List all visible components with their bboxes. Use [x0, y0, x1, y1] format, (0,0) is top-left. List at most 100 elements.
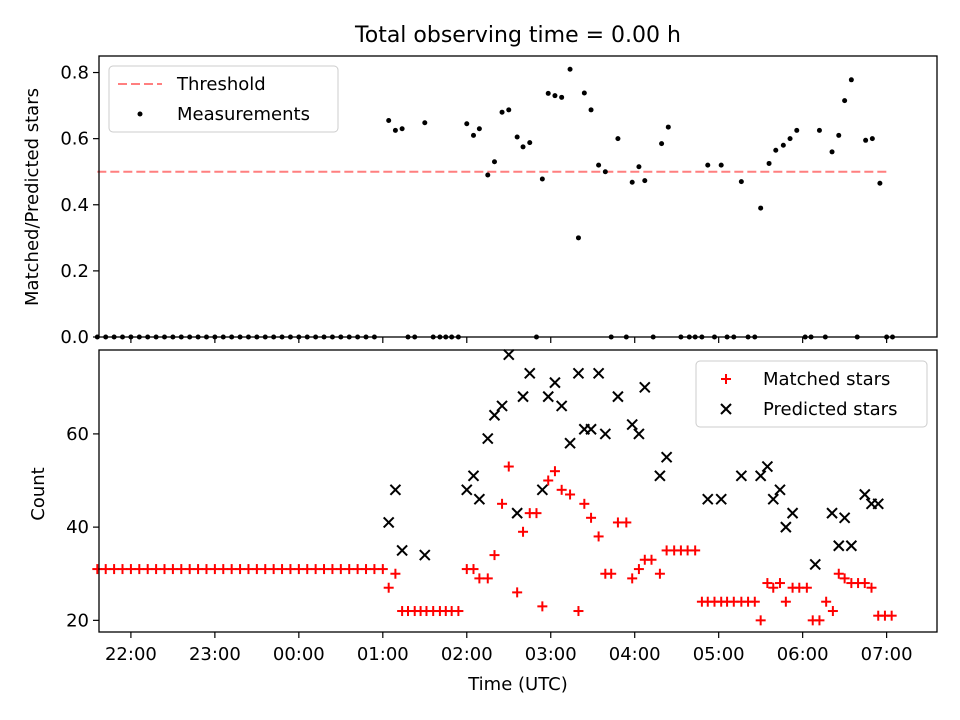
predicted-stars-point	[639, 381, 651, 393]
x-tick-label: 03:00	[525, 644, 577, 665]
measurement-point	[527, 140, 533, 146]
predicted-stars-point	[564, 437, 576, 449]
measurement-point	[596, 162, 602, 168]
matched-stars-point	[482, 573, 493, 584]
matched-stars-point	[344, 564, 355, 575]
x-tick-label: 23:00	[189, 644, 241, 665]
matched-stars-point	[780, 596, 791, 607]
measurement-point	[422, 120, 428, 126]
x-tick-label: 07:00	[861, 644, 913, 665]
threshold-legend-label: Threshold	[176, 74, 266, 95]
count-panel-y-ticks: 20 40 60	[66, 424, 99, 631]
predicted-stars-point	[503, 348, 515, 361]
predicted-stars-point	[826, 507, 838, 519]
predicted-stars-point	[536, 484, 549, 496]
matched-stars-point	[319, 564, 330, 575]
measurements-legend-label: Measurements	[177, 104, 310, 125]
predicted-stars-point	[396, 544, 408, 557]
measurements-legend-swatch	[137, 111, 143, 117]
matched-stars-point	[586, 512, 597, 523]
matched-stars-point	[565, 489, 576, 500]
measurement-point	[718, 162, 724, 168]
matched-stars-point	[556, 484, 567, 495]
matched-stars-point	[235, 564, 246, 575]
matched-stars-point	[377, 564, 388, 575]
predicted-stars-point	[549, 376, 561, 389]
predicted-stars-point	[555, 400, 568, 412]
count-panel-marks	[92, 348, 897, 626]
ratio-panel-y-label: Matched/Predicted stars	[22, 88, 43, 306]
measurement-point	[615, 136, 621, 142]
x-tick-label: 06:00	[777, 644, 829, 665]
matched-stars-point	[801, 582, 812, 593]
measurement-point	[659, 141, 665, 147]
x-tick-label: 04:00	[609, 644, 661, 665]
predicted-stars-point	[633, 428, 645, 440]
predicted-stars-point	[461, 484, 473, 496]
predicted-stars-point	[702, 493, 714, 505]
measurement-point	[794, 127, 800, 133]
matched-stars-point	[749, 596, 760, 607]
measurement-point	[836, 132, 842, 138]
ratio-panel: 0.00.20.40.60.8 Matched/Predicted stars …	[22, 55, 938, 348]
matched-stars-point	[633, 564, 644, 575]
matched-stars-point	[167, 564, 178, 575]
measurement-point	[399, 126, 405, 132]
predicted-stars-point	[524, 367, 536, 380]
measurement-point	[869, 136, 875, 142]
predicted-stars-point	[774, 484, 786, 496]
x-axis-label: Time (UTC)	[467, 674, 568, 695]
matched-stars-point	[654, 568, 665, 579]
predicted-stars-point	[389, 484, 402, 496]
predicted-stars-point	[872, 498, 884, 510]
matched-stars-point	[100, 564, 111, 575]
measurement-point	[848, 77, 854, 83]
y-tick-label: 0.8	[60, 63, 89, 84]
matched-stars-point	[251, 564, 262, 575]
matched-stars-point	[218, 564, 229, 575]
matched-stars-point	[821, 596, 832, 607]
count-panel: 20 40 60 22:00 23:00 00:00 01:00 02:00 03:00 04:…	[28, 348, 938, 695]
predicted-stars-point	[845, 540, 858, 552]
measurement-point	[520, 144, 526, 150]
matched-stars-point	[293, 564, 304, 575]
matched-stars-point	[537, 601, 548, 612]
predicted-stars-point	[511, 507, 523, 519]
matched-stars-point	[260, 564, 271, 575]
ratio-panel-y-ticks: 0.0 0.2 0.4 0.6 0.8	[60, 63, 99, 348]
measurement-point	[602, 169, 608, 175]
x-tick-label: 22:00	[105, 644, 157, 665]
matched-stars-point	[201, 564, 212, 575]
ratio-panel-frame	[98, 55, 938, 338]
matched-stars-point	[277, 564, 288, 575]
predicted-legend-label: Predicted stars	[763, 399, 897, 420]
measurement-point	[545, 90, 551, 96]
figure-title: Total observing time = 0.00 h	[354, 23, 681, 48]
matched-stars-point	[142, 564, 153, 575]
measurement-point	[877, 180, 883, 186]
y-tick-label: 0.6	[60, 129, 89, 150]
matched-stars-point	[579, 498, 590, 509]
measurement-point	[476, 126, 482, 132]
measurement-point	[863, 137, 869, 143]
measurement-point	[470, 132, 476, 138]
matched-stars-point	[268, 564, 279, 575]
measurement-point	[392, 127, 398, 133]
predicted-stars-point	[488, 409, 501, 421]
predicted-stars-point	[612, 390, 624, 403]
measurement-point	[506, 107, 512, 113]
y-tick-label: 0.4	[60, 195, 89, 216]
predicted-stars-point	[780, 521, 792, 533]
predicted-stars-point	[761, 460, 774, 473]
matched-stars-point	[859, 578, 870, 589]
predicted-stars-point	[735, 470, 748, 482]
matched-stars-point	[755, 615, 766, 626]
predicted-stars-point	[786, 507, 799, 519]
measurement-point	[629, 179, 635, 185]
predicted-stars-point	[482, 432, 494, 445]
y-tick-label: 60	[66, 424, 89, 445]
x-tick-label: 05:00	[693, 644, 745, 665]
matched-stars-point	[176, 564, 187, 575]
matched-stars-point	[768, 582, 779, 593]
ratio-panel-legend: Threshold Measurements	[108, 65, 339, 133]
